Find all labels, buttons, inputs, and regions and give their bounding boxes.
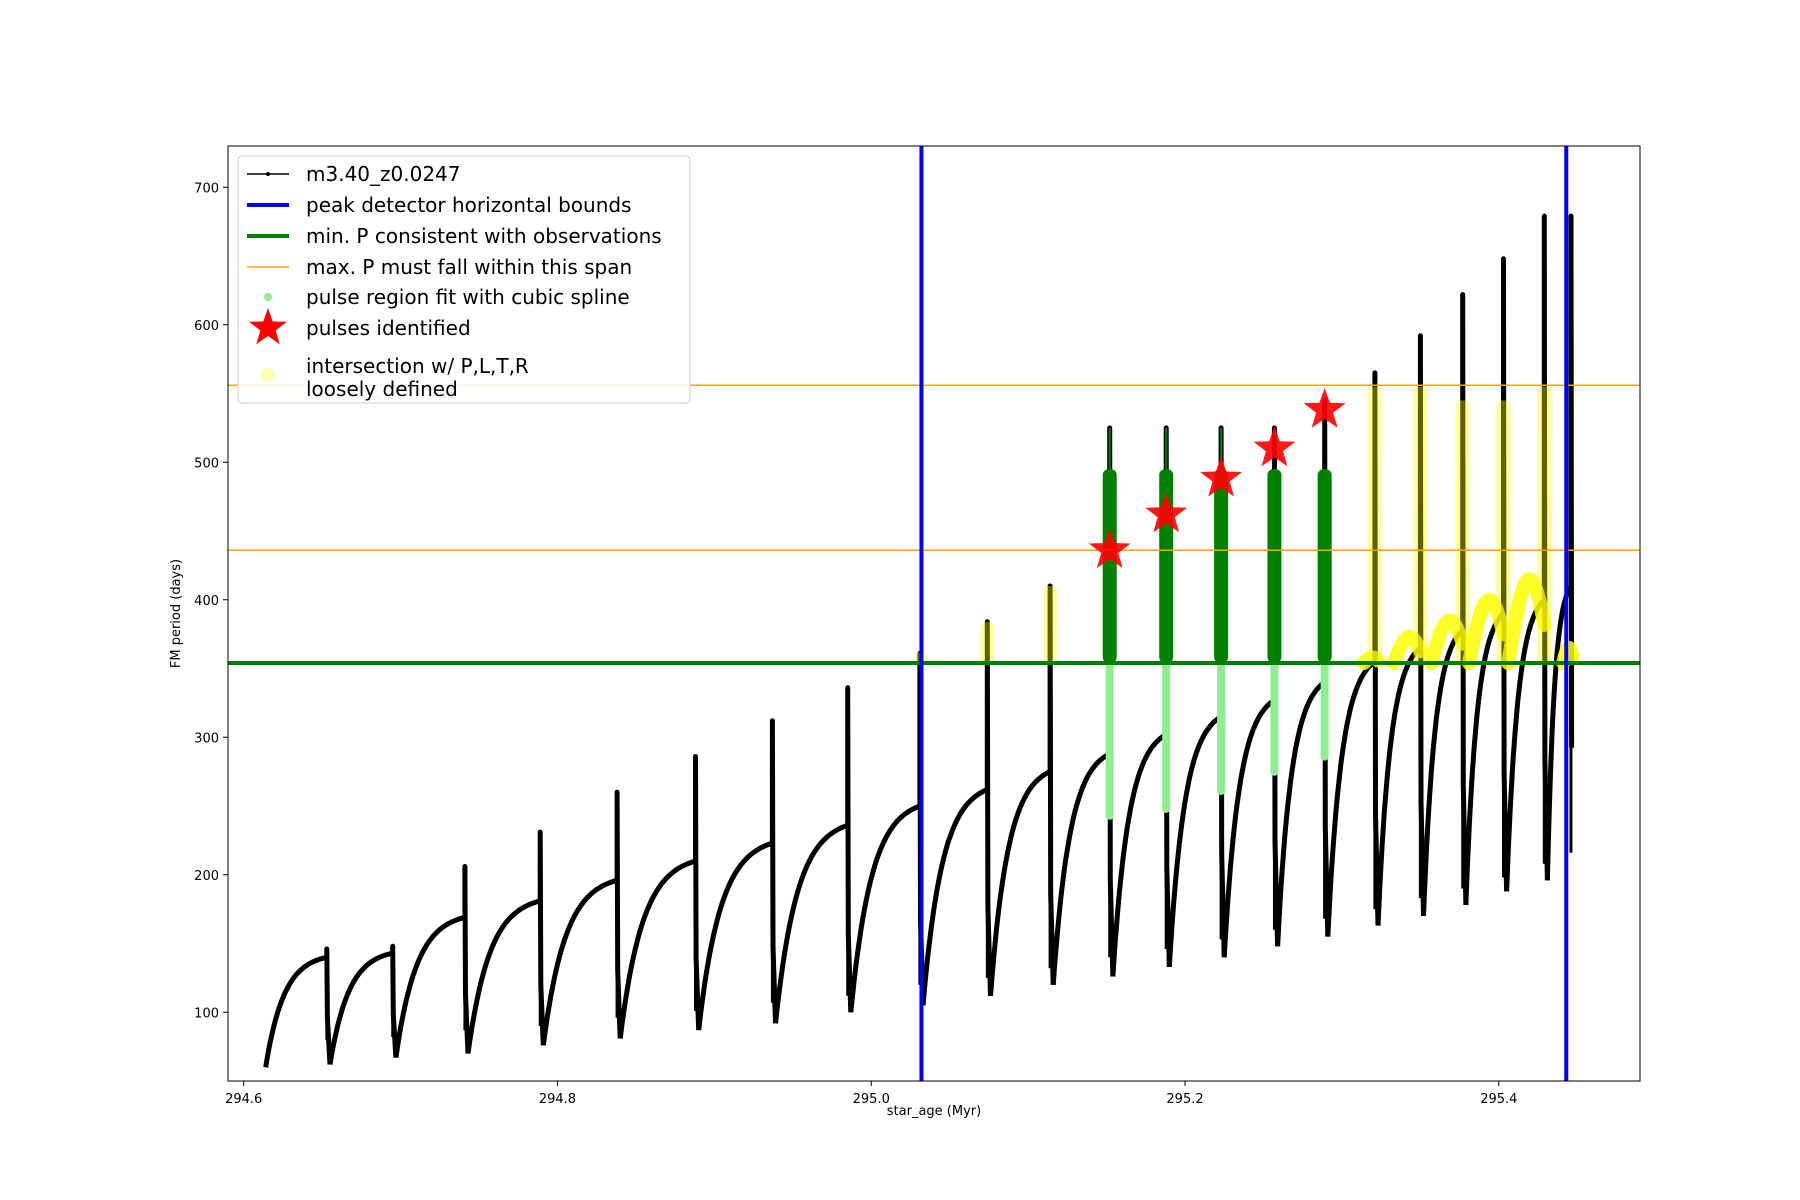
track-cycle: [540, 789, 623, 1046]
series-stars: [1088, 388, 1346, 568]
y-tick-label: 200: [194, 869, 219, 884]
axis-ticks: 294.6 294.8 295.0 295.2 295.4 100 200 300 400 500…: [194, 181, 1517, 1107]
legend-label: pulse region fit with cubic spline: [306, 285, 630, 309]
pulse-star: [1253, 426, 1296, 467]
track-cycle: [920, 619, 993, 1006]
legend-entry: min. P consistent with observations: [247, 224, 662, 248]
y-tick-label: 700: [194, 181, 219, 196]
series-spline: [1105, 663, 1329, 820]
legend-entry: pulse region fit with cubic spline: [264, 285, 630, 309]
track-cycle: [327, 943, 399, 1065]
track-cycle: [465, 829, 546, 1054]
legend-entry: pulses identified: [249, 308, 471, 345]
legend-dot-symbol: [264, 293, 272, 301]
legend-label: intersection w/ P,L,T,R: [306, 354, 529, 378]
y-tick-label: 400: [194, 594, 219, 609]
spline-column: [1105, 663, 1114, 820]
intersection-column: [1043, 586, 1058, 663]
track-cycle: [263, 946, 333, 1068]
spline-column: [1270, 663, 1279, 776]
pulse-star: [1088, 528, 1131, 568]
track-cycle: [988, 583, 1056, 997]
intersection-arc: [1462, 592, 1511, 670]
spline-column: [1320, 663, 1329, 761]
y-axis-label: FM period (days): [169, 559, 184, 668]
track-cycle: [696, 718, 778, 1031]
track-cycle: [773, 685, 854, 1024]
series-intersection: [914, 386, 1580, 670]
y-tick-label: 100: [194, 1006, 219, 1021]
y-tick-label: 300: [194, 731, 219, 746]
legend-entry: max. P must fall within this span: [247, 255, 632, 279]
y-tick-label: 500: [194, 456, 219, 471]
intersection-arc: [1386, 629, 1428, 670]
axes-frame: [227, 145, 1641, 1082]
x-axis-label: star_age (Myr): [887, 1104, 981, 1119]
legend-dot-symbol: [266, 172, 270, 176]
intersection-column: [1496, 400, 1511, 663]
track-cycle: [1110, 425, 1172, 977]
intersection-arc: [1424, 613, 1470, 670]
x-tick-label: 295.2: [1166, 1092, 1203, 1107]
series-pulse-region: [1102, 427, 1332, 663]
plot-area: [228, 146, 1640, 1081]
x-tick-label: 294.8: [539, 1092, 576, 1107]
pulse-region-column: [1102, 469, 1117, 663]
legend-box: [237, 155, 691, 404]
pulse-star: [1303, 388, 1346, 428]
pulse-region-column: [1214, 469, 1229, 663]
legend-label: min. P consistent with observations: [306, 224, 662, 248]
track-cycle: [1275, 397, 1331, 947]
x-tick-label: 295.4: [1480, 1092, 1517, 1107]
intersection-column: [1413, 386, 1428, 663]
legend-star-symbol: [249, 308, 287, 345]
track-cycle: [1050, 425, 1116, 985]
legend-dot-symbol: [261, 368, 275, 382]
legend-label: max. P must fall within this span: [306, 255, 632, 279]
spline-column: [1217, 663, 1226, 795]
intersection-column: [980, 621, 995, 663]
pulse-star: [1145, 492, 1188, 533]
track-cycle: [1166, 425, 1227, 968]
track-cycle: [393, 864, 471, 1058]
track-cycle: [848, 650, 926, 1013]
track-cycle: [1221, 425, 1281, 958]
intersection-arc: [1501, 572, 1552, 670]
pulse-star: [1200, 456, 1242, 497]
legend-label-line2: loosely defined: [306, 377, 458, 401]
legend-label: pulses identified: [306, 316, 471, 340]
intersection-column: [1455, 400, 1470, 663]
intersection-arc: [1356, 650, 1385, 670]
pulse-region-column: [1267, 469, 1282, 663]
track-cycle: [617, 754, 702, 1039]
x-tick-label: 295.0: [853, 1092, 890, 1107]
pulse-region-column: [1317, 469, 1332, 663]
legend-label: peak detector horizontal bounds: [306, 193, 632, 217]
legend-entry: m3.40_z0.0247: [247, 162, 461, 186]
y-tick-label: 600: [194, 319, 219, 334]
legend-label: m3.40_z0.0247: [306, 162, 461, 186]
intersection-column: [1367, 386, 1382, 663]
legend-entry: peak detector horizontal bounds: [247, 193, 632, 217]
spline-column: [1162, 663, 1171, 813]
x-tick-label: 294.6: [225, 1092, 262, 1107]
